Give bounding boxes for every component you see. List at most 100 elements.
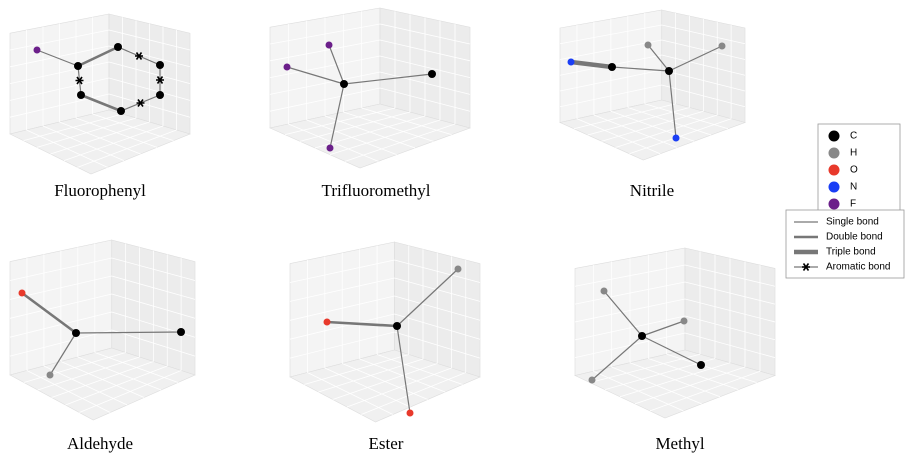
legend-label: Double bond bbox=[826, 232, 883, 243]
aromatic-marker bbox=[156, 76, 164, 84]
atom bbox=[72, 329, 80, 337]
bond bbox=[396, 325, 411, 414]
atom bbox=[33, 46, 41, 54]
grid-line bbox=[649, 370, 761, 412]
bond bbox=[641, 320, 685, 337]
legend-label: Single bond bbox=[826, 217, 879, 228]
grid-line bbox=[79, 370, 182, 413]
bond bbox=[647, 44, 670, 72]
bond bbox=[36, 49, 79, 67]
bond bbox=[668, 45, 723, 72]
bond bbox=[328, 44, 345, 85]
molecule bbox=[283, 41, 436, 152]
atom bbox=[608, 63, 616, 71]
atom bbox=[117, 107, 125, 115]
grid-line bbox=[9, 329, 196, 357]
bond bbox=[80, 93, 122, 113]
atom bbox=[393, 322, 401, 330]
bond bbox=[326, 320, 398, 328]
atom bbox=[638, 332, 646, 340]
atom bbox=[156, 91, 164, 99]
molecules bbox=[18, 41, 726, 417]
grid-line bbox=[574, 332, 776, 359]
atom bbox=[672, 134, 680, 142]
bond bbox=[49, 332, 77, 376]
grid-line bbox=[559, 84, 746, 108]
atom bbox=[428, 70, 436, 78]
legend-label: O bbox=[850, 165, 858, 176]
atom bbox=[697, 361, 705, 369]
atom bbox=[283, 63, 291, 71]
bond bbox=[396, 268, 459, 327]
grid-line bbox=[289, 331, 481, 359]
bond bbox=[641, 335, 702, 366]
legend-swatch bbox=[828, 181, 840, 193]
atom bbox=[325, 41, 333, 49]
atom bbox=[18, 289, 26, 297]
grid-line bbox=[77, 129, 177, 168]
aromatic-marker bbox=[135, 52, 143, 60]
atom bbox=[46, 371, 54, 379]
grid-line bbox=[269, 87, 471, 112]
legend-swatch bbox=[828, 198, 840, 210]
panel-label: Nitrile bbox=[630, 181, 674, 200]
atom bbox=[77, 91, 85, 99]
bond bbox=[611, 66, 670, 72]
atom bbox=[323, 318, 331, 326]
bond bbox=[21, 291, 77, 335]
legend-swatch bbox=[828, 130, 840, 142]
bond bbox=[668, 70, 677, 139]
plot-boxes bbox=[9, 7, 776, 423]
legend-label: C bbox=[850, 131, 857, 142]
panel-label: Aldehyde bbox=[67, 434, 133, 453]
atom bbox=[644, 41, 652, 49]
bond bbox=[286, 66, 345, 85]
bond bbox=[77, 45, 119, 68]
atom bbox=[177, 328, 185, 336]
atom bbox=[600, 287, 608, 295]
atom bbox=[156, 61, 164, 69]
molecule bbox=[323, 265, 462, 417]
aromatic-marker bbox=[802, 263, 810, 271]
bond bbox=[570, 59, 613, 70]
atom bbox=[340, 80, 348, 88]
atom bbox=[406, 409, 414, 417]
panel-label: Fluorophenyl bbox=[54, 181, 146, 200]
legend-label: F bbox=[850, 199, 856, 210]
panel-label: Trifluoromethyl bbox=[322, 181, 431, 200]
grid-line bbox=[9, 93, 191, 118]
bond bbox=[603, 290, 643, 337]
legend-label: N bbox=[850, 182, 857, 193]
molecule bbox=[18, 289, 185, 379]
atom bbox=[114, 43, 122, 51]
panel-label: Methyl bbox=[655, 434, 704, 453]
atom bbox=[74, 62, 82, 70]
molecule bbox=[33, 43, 164, 115]
legend-label: Triple bond bbox=[826, 247, 876, 258]
atom bbox=[326, 144, 334, 152]
legend-swatch bbox=[828, 147, 840, 159]
atom bbox=[680, 317, 688, 325]
aromatic-marker bbox=[75, 76, 84, 85]
aromatic-marker bbox=[136, 99, 145, 107]
molecule bbox=[588, 287, 705, 384]
atom bbox=[718, 42, 726, 50]
atom bbox=[567, 58, 575, 66]
atom bbox=[454, 265, 462, 273]
legend-label: Aromatic bond bbox=[826, 262, 890, 273]
legend-label: H bbox=[850, 148, 857, 159]
atom bbox=[665, 67, 673, 75]
panel-label: Ester bbox=[369, 434, 404, 453]
grid-line bbox=[361, 372, 466, 415]
grid-line bbox=[629, 118, 732, 155]
bond bbox=[75, 331, 182, 334]
grid-line bbox=[344, 123, 456, 162]
bond bbox=[329, 83, 345, 149]
legend-swatch bbox=[828, 164, 840, 176]
atom bbox=[588, 376, 596, 384]
bond bbox=[591, 335, 643, 381]
molecule bbox=[567, 41, 726, 142]
bond bbox=[343, 73, 433, 85]
